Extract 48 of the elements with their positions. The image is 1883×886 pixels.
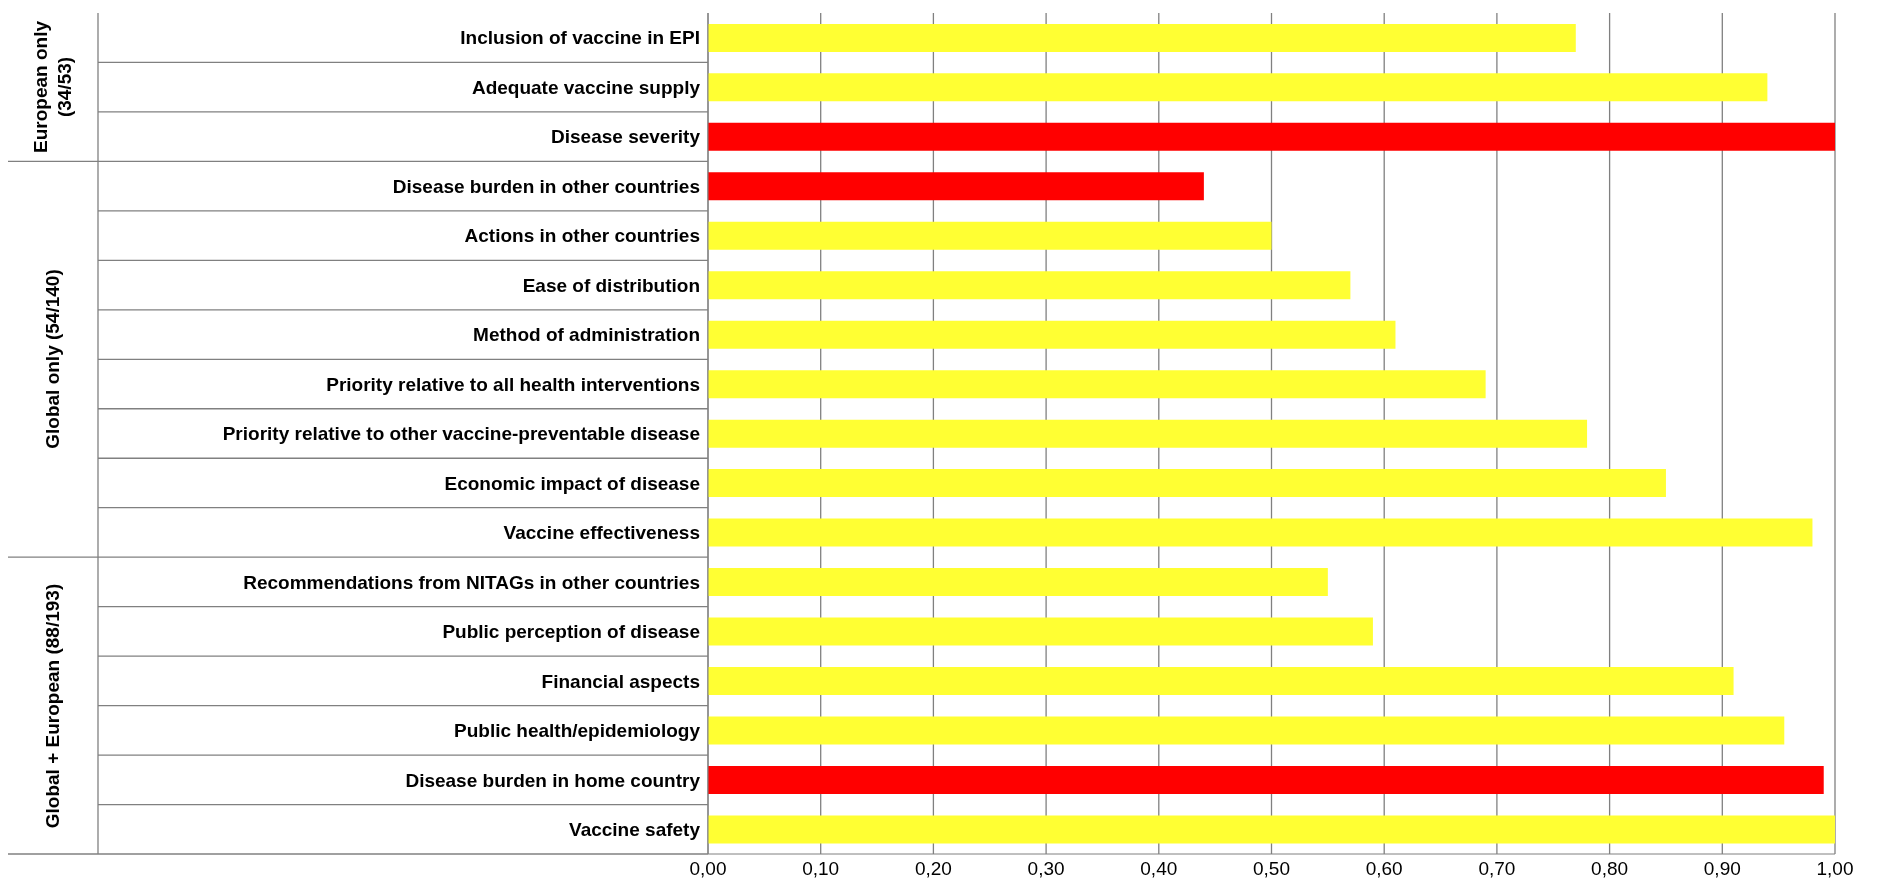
y-tick-label: Disease severity <box>551 126 701 148</box>
y-tick-label: Actions in other countries <box>464 225 700 247</box>
bar <box>708 765 1824 794</box>
y-tick-label: Priority relative to other vaccine-preventable disease <box>222 423 700 445</box>
y-tick-label: Disease burden in home country <box>405 769 701 791</box>
bar <box>708 469 1666 498</box>
text: Global only (54/140) <box>41 268 64 452</box>
bar <box>708 568 1328 597</box>
y-tick-label: Vaccine effectiveness <box>503 522 700 544</box>
bar <box>708 716 1785 745</box>
bar <box>708 419 1588 448</box>
y-tick-label: Inclusion of vaccine in EPI <box>460 27 700 49</box>
x-tick-label: 1,00 <box>1816 858 1854 880</box>
y-tick-label: Economic impact of disease <box>444 472 700 494</box>
y-tick-label: Vaccine safety <box>569 819 701 841</box>
y-tick-label: Ease of distribution <box>522 274 700 296</box>
x-tick-label: 0,40 <box>1140 858 1178 880</box>
bar <box>708 518 1813 547</box>
y-tick-label: Priority relative to all health interventions <box>326 373 700 395</box>
y-tick-label: Public perception of disease <box>442 621 700 643</box>
bar <box>708 172 1204 201</box>
bar <box>708 271 1351 300</box>
y-tick-label: Financial aspects <box>541 670 700 692</box>
x-tick-label: 0,20 <box>914 858 952 880</box>
bar <box>708 815 1835 844</box>
y-tick-label: Method of administration <box>473 324 700 346</box>
x-tick-label: 0,90 <box>1703 858 1741 880</box>
x-tick-label: 0,00 <box>689 858 727 880</box>
x-tick-label: 0,70 <box>1478 858 1516 880</box>
x-tick-label: 0,80 <box>1591 858 1629 880</box>
text: Global + European (88/193) <box>41 582 64 830</box>
y-tick-label: Recommendations from NITAGs in other countries <box>243 571 700 593</box>
text: European only (34/53) <box>29 20 76 156</box>
bar <box>708 73 1768 102</box>
bar <box>708 320 1396 349</box>
x-tick-label: 0,60 <box>1365 858 1403 880</box>
bar <box>708 617 1373 646</box>
bar <box>708 23 1576 52</box>
bar <box>708 221 1272 250</box>
x-tick-label: 0,10 <box>802 858 840 880</box>
x-tick-label: 0,50 <box>1253 858 1290 880</box>
y-tick-label: Adequate vaccine supply <box>471 76 701 98</box>
y-tick-label: Public health/epidemiology <box>454 720 701 742</box>
bar <box>708 667 1734 695</box>
bar <box>708 370 1486 399</box>
y-tick-label: Disease burden in other countries <box>392 175 700 197</box>
bar <box>708 122 1835 151</box>
x-tick-label: 0,30 <box>1027 858 1065 880</box>
